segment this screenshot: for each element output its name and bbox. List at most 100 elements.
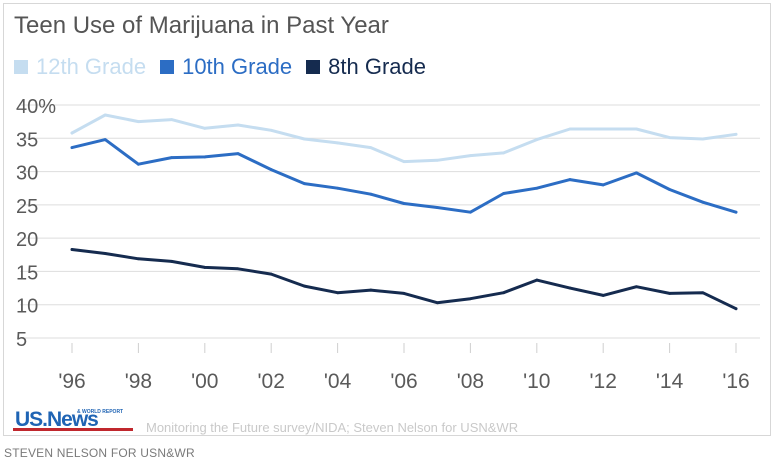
data-point — [269, 128, 273, 132]
x-tick-label: '14 — [656, 370, 684, 393]
data-point — [203, 155, 207, 159]
data-point — [369, 288, 373, 292]
data-point — [103, 113, 107, 117]
y-tick-label: 15 — [16, 262, 38, 284]
legend-label: 12th Grade — [36, 54, 147, 79]
legend-swatch — [306, 60, 321, 74]
data-point — [502, 291, 505, 295]
data-point — [402, 291, 406, 295]
legend-swatch — [14, 60, 28, 74]
data-point — [469, 297, 472, 301]
source-note: Monitoring the Future survey/NIDA; Steve… — [146, 420, 519, 435]
data-point — [734, 307, 738, 311]
x-tick-label: '96 — [58, 370, 85, 393]
x-tick-label: '02 — [258, 370, 285, 393]
data-point — [236, 152, 240, 155]
data-point — [170, 260, 174, 263]
data-point — [170, 118, 174, 122]
data-point — [402, 202, 406, 205]
data-point — [303, 182, 306, 185]
data-point — [635, 171, 638, 175]
data-point — [236, 267, 240, 271]
series-line — [70, 138, 738, 214]
data-point — [435, 158, 439, 162]
usnews-logo: US.News & WORLD REPORT — [13, 406, 133, 432]
x-tick-label: '10 — [523, 370, 550, 393]
data-point — [668, 136, 671, 140]
data-point — [469, 154, 472, 157]
x-tick-label: '00 — [191, 370, 218, 393]
data-point — [502, 151, 505, 155]
data-point — [336, 291, 339, 295]
x-tick-label: '06 — [390, 370, 417, 393]
y-tick-label: 25 — [16, 196, 38, 218]
data-point — [601, 293, 605, 297]
data-point — [103, 252, 107, 255]
data-point — [535, 186, 539, 190]
data-point — [701, 137, 705, 141]
data-point — [70, 248, 74, 251]
data-point — [568, 286, 572, 290]
data-point — [734, 210, 738, 214]
photo-credit: STEVEN NELSON FOR USN&WR — [4, 446, 195, 460]
data-point — [70, 131, 74, 135]
data-point — [303, 137, 306, 141]
data-point — [369, 192, 373, 196]
data-point — [601, 127, 605, 131]
data-point — [203, 266, 207, 269]
y-tick-label: 5 — [16, 329, 27, 351]
legend-label: 10th Grade — [182, 54, 293, 79]
data-point — [568, 178, 572, 181]
x-tick-label: '16 — [722, 370, 749, 393]
data-point — [369, 146, 373, 150]
data-point — [701, 291, 705, 295]
x-tick-label: '98 — [125, 370, 152, 393]
logo-subtext: & WORLD REPORT — [77, 409, 123, 415]
data-point — [269, 168, 273, 171]
x-tick-label: '04 — [324, 370, 352, 393]
data-point — [236, 123, 240, 127]
data-point — [137, 120, 140, 124]
data-point — [502, 192, 505, 195]
data-point — [635, 285, 638, 289]
data-point — [734, 132, 738, 136]
legend-item: 8th Grade — [306, 54, 426, 80]
data-point — [402, 160, 406, 163]
legend-item: 12th Grade — [14, 54, 146, 80]
data-point — [568, 127, 572, 131]
data-point — [336, 141, 339, 145]
series-line — [70, 248, 738, 311]
data-point — [269, 272, 273, 276]
data-point — [303, 284, 306, 288]
data-point — [601, 183, 605, 187]
legend: 12th Grade 10th Grade 8th Grade — [14, 54, 440, 82]
data-point — [435, 301, 439, 305]
y-tick-label: 20 — [16, 229, 38, 251]
chart-frame — [3, 3, 771, 436]
y-tick-label: 30 — [16, 163, 38, 185]
data-point — [103, 138, 107, 142]
data-point — [535, 278, 539, 282]
data-point — [668, 291, 671, 295]
data-point — [336, 186, 339, 190]
y-tick-label: 10 — [16, 296, 38, 318]
logo-background — [13, 406, 133, 432]
x-tick-label: '08 — [457, 370, 484, 393]
data-point — [535, 138, 539, 142]
data-point — [70, 146, 74, 150]
data-point — [137, 162, 140, 166]
data-point — [469, 210, 472, 214]
data-point — [203, 126, 207, 130]
legend-swatch — [160, 60, 175, 74]
logo-red-bar — [13, 428, 133, 431]
data-point — [137, 257, 140, 261]
x-tick-label: '12 — [590, 370, 617, 393]
y-tick-label: 40% — [16, 96, 56, 118]
data-point — [701, 200, 705, 204]
data-point — [435, 206, 439, 209]
logo-wordmark: US.News — [15, 408, 98, 431]
data-point — [668, 188, 671, 191]
data-point — [635, 127, 638, 131]
